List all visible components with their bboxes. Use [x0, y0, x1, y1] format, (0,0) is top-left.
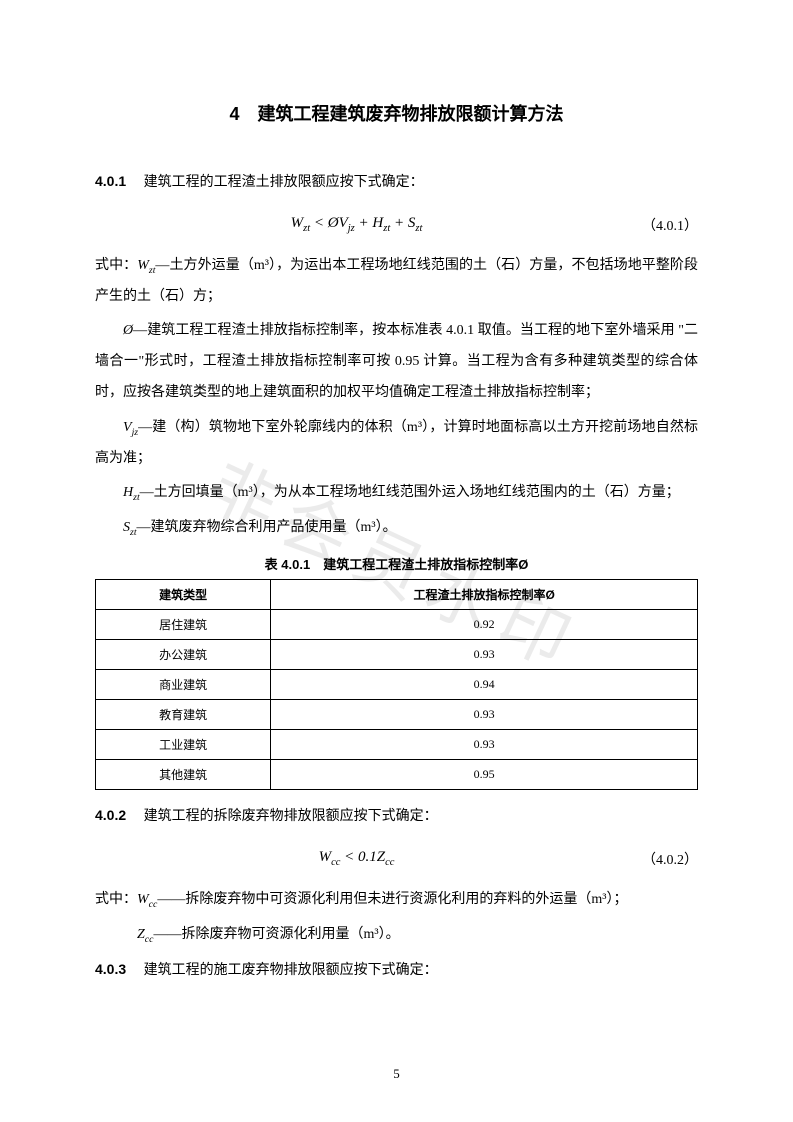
def-wcc: 式中：Wcc——拆除废弃物中可资源化利用但未进行资源化利用的弃料的外运量（m³）… — [95, 885, 698, 916]
formula-4-0-2: Wcc < 0.1Zcc （4.0.2） — [95, 849, 698, 869]
def-vjz: Vjz—建（构）筑物地下室外轮廓线内的体积（m³），计算时地面标高以土方开挖前场… — [95, 413, 698, 475]
table-cell: 商业建筑 — [96, 669, 271, 699]
formula-number: （4.0.1） — [618, 215, 698, 235]
table-header: 建筑类型 — [96, 579, 271, 609]
section-num: 4.0.2 — [95, 807, 126, 823]
control-rate-table: 建筑类型 工程渣土排放指标控制率Ø 居住建筑0.92办公建筑0.93商业建筑0.… — [95, 579, 698, 790]
table-cell: 居住建筑 — [96, 609, 271, 639]
section-text-body: 建筑工程的工程渣土排放限额应按下式确定： — [144, 175, 424, 190]
table-row: 商业建筑0.94 — [96, 669, 698, 699]
table-cell: 教育建筑 — [96, 699, 271, 729]
page-title: 4 建筑工程建筑废弃物排放限额计算方法 — [95, 100, 698, 126]
table-header: 工程渣土排放指标控制率Ø — [271, 579, 698, 609]
section-num: 4.0.3 — [95, 961, 126, 977]
def-phi: Ø—建筑工程工程渣土排放指标控制率，按本标准表 4.0.1 取值。当工程的地下室… — [95, 316, 698, 408]
formula-number: （4.0.2） — [618, 849, 698, 869]
table-row: 其他建筑0.95 — [96, 759, 698, 789]
formula-expr: Wzt < ØVjz + Hzt + Szt — [291, 215, 423, 234]
table-cell: 0.95 — [271, 759, 698, 789]
table-cell: 工业建筑 — [96, 729, 271, 759]
table-cell: 0.93 — [271, 699, 698, 729]
section-num: 4.0.1 — [95, 173, 126, 189]
def-zcc: Zcc——拆除废弃物可资源化利用量（m³）。 — [95, 920, 698, 951]
table-cell: 0.92 — [271, 609, 698, 639]
table-title: 表 4.0.1 建筑工程工程渣土排放指标控制率Ø — [95, 554, 698, 573]
table-cell: 其他建筑 — [96, 759, 271, 789]
section-4-0-2: 4.0.2 建筑工程的拆除废弃物排放限额应按下式确定： — [95, 800, 698, 833]
section-4-0-1: 4.0.1 建筑工程的工程渣土排放限额应按下式确定： — [95, 166, 698, 199]
table-cell: 0.94 — [271, 669, 698, 699]
def-hzt: Hzt—土方回填量（m³），为从本工程场地红线范围外运入场地红线范围内的土（石）… — [95, 478, 698, 509]
table-row: 办公建筑0.93 — [96, 639, 698, 669]
table-row: 居住建筑0.92 — [96, 609, 698, 639]
section-text — [130, 175, 144, 190]
formula-expr: Wcc < 0.1Zcc — [319, 849, 395, 868]
table-row: 教育建筑0.93 — [96, 699, 698, 729]
table-cell: 0.93 — [271, 639, 698, 669]
formula-4-0-1: Wzt < ØVjz + Hzt + Szt （4.0.1） — [95, 215, 698, 235]
def-szt: Szt—建筑废弃物综合利用产品使用量（m³）。 — [95, 513, 698, 544]
page-number: 5 — [0, 1066, 793, 1082]
def-wzt: 式中：Wzt—土方外运量（m³），为运出本工程场地红线范围的土（石）方量，不包括… — [95, 251, 698, 313]
table-row: 工业建筑0.93 — [96, 729, 698, 759]
table-cell: 办公建筑 — [96, 639, 271, 669]
section-4-0-3: 4.0.3 建筑工程的施工废弃物排放限额应按下式确定： — [95, 954, 698, 987]
table-cell: 0.93 — [271, 729, 698, 759]
